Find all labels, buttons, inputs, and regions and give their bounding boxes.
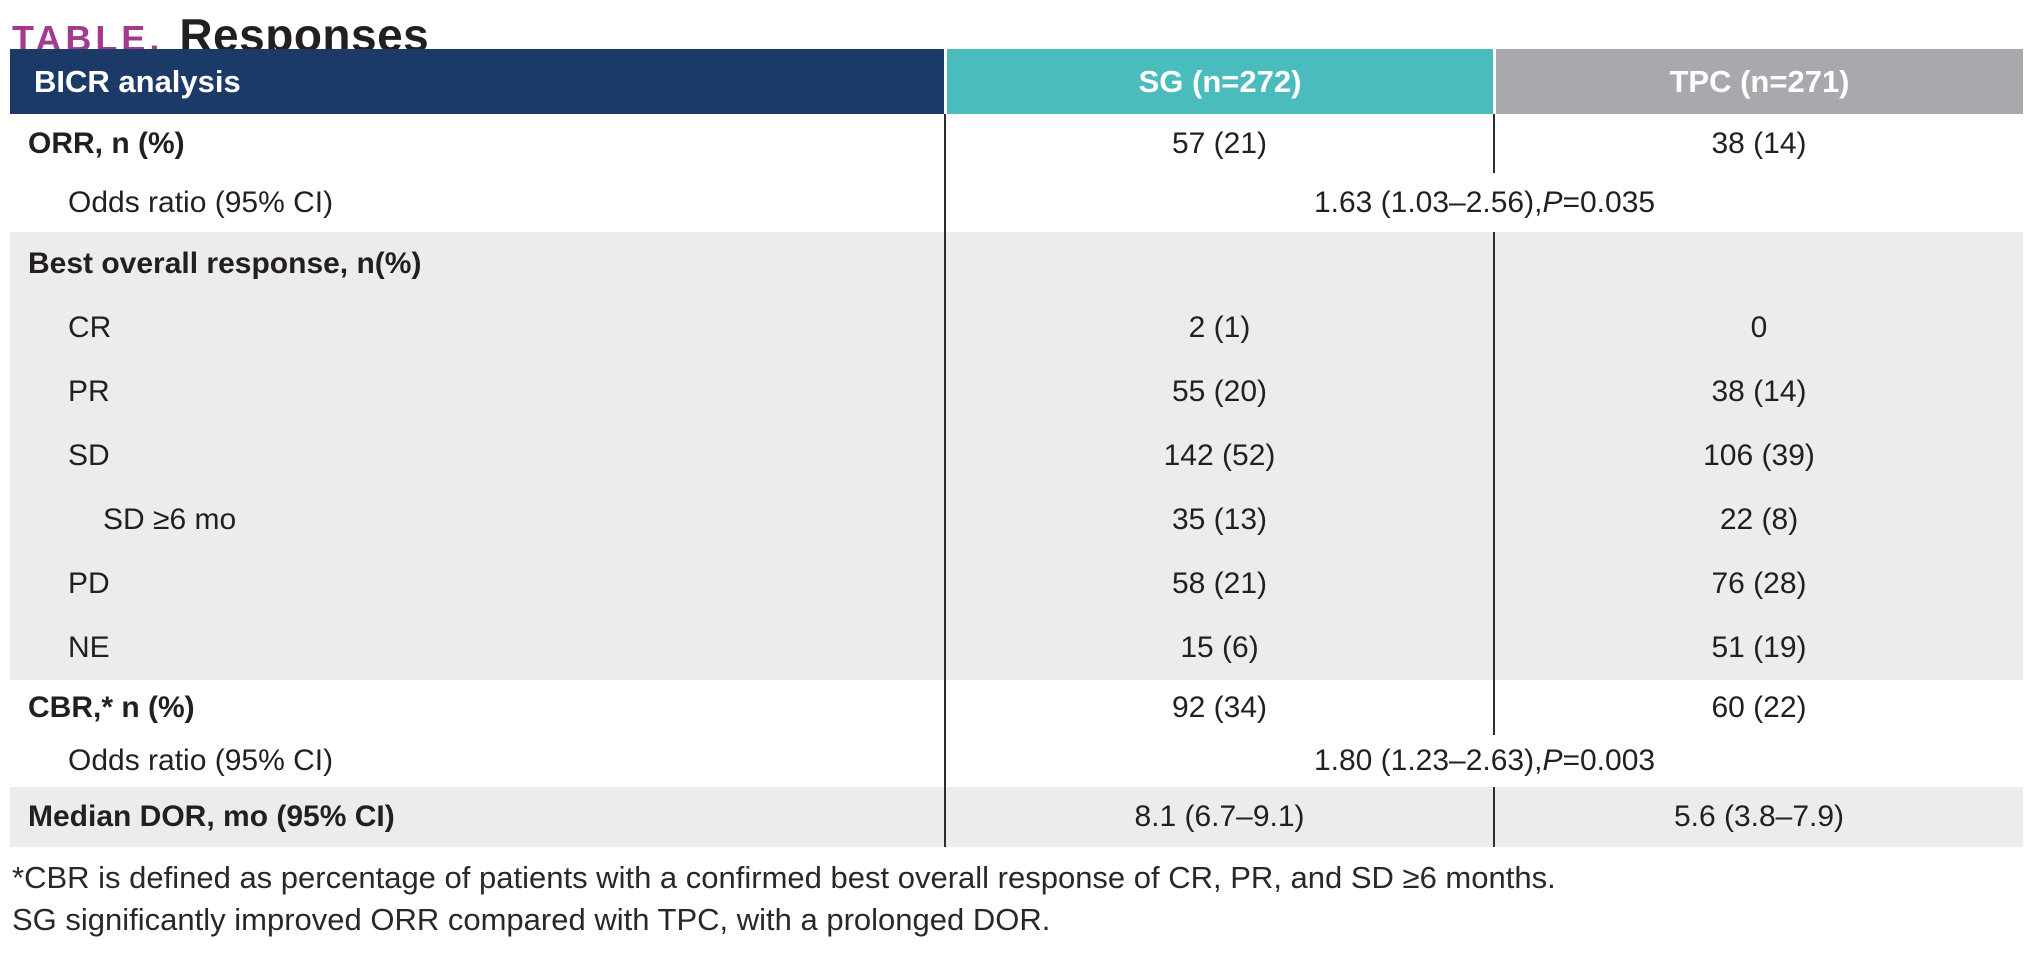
sg-value-cell: 2 (1) [944,296,1493,360]
footnotes: *CBR is defined as percentage of patient… [12,857,2032,941]
p-symbol: P [1542,185,1563,219]
p-value: =0.003 [1562,744,1656,777]
table-row-pr: PR 55 (20) 38 (14) [10,360,2023,424]
sg-value-cell: 58 (21) [944,552,1493,616]
tpc-value-cell: 38 (14) [1493,360,2023,424]
row-label: Odds ratio (95% CI) [68,744,334,777]
row-label: PD [68,567,110,600]
sg-value-cell: 142 (52) [944,424,1493,488]
row-label: CBR,* n (%) [28,690,195,724]
sg-value-cell: 15 (6) [944,616,1493,680]
table-title: TABLE. Responses [0,0,2032,61]
row-label: Best overall response, n(%) [28,247,422,280]
tpc-value-cell: 5.6 (3.8–7.9) [1493,787,2023,847]
tpc-value-cell: 51 (19) [1493,616,2023,680]
row-label: SD ≥6 mo [103,503,237,536]
table-row-sd: SD 142 (52) 106 (39) [10,424,2023,488]
tpc-value-cell: 60 (22) [1493,680,2023,735]
table-row-median-dor: Median DOR, mo (95% CI) 8.1 (6.7–9.1) 5.… [10,787,2023,847]
row-label: ORR, n (%) [28,126,185,160]
table-row-cr: CR 2 (1) 0 [10,296,2023,360]
table-header-row: BICR analysis SG (n=272) TPC (n=271) [10,49,2023,114]
odds-ratio-value-cell: 1.80 (1.23–2.63), P =0.003 [944,735,2023,787]
table-row-odds-ratio-orr: Odds ratio (95% CI) 1.63 (1.03–2.56), P =… [10,173,2023,232]
row-label: NE [68,631,110,664]
sg-value-cell: 8.1 (6.7–9.1) [944,787,1493,847]
table-row-cbr: CBR,* n (%) 92 (34) 60 (22) [10,680,2023,735]
responses-table: BICR analysis SG (n=272) TPC (n=271) ORR… [10,49,2023,847]
tpc-value-cell [1493,232,2023,296]
table-row-sd-6mo: SD ≥6 mo 35 (13) 22 (8) [10,488,2023,552]
odds-ratio-value: 1.80 (1.23–2.63), [1313,744,1543,777]
tpc-value-cell: 38 (14) [1493,114,2023,173]
row-label: SD [68,439,110,472]
tpc-value-cell: 106 (39) [1493,424,2023,488]
odds-ratio-value-cell: 1.63 (1.03–2.56), P =0.035 [944,173,2023,232]
row-label: Odds ratio (95% CI) [68,185,334,219]
header-bicr-analysis: BICR analysis [10,49,944,114]
footnote-cbr-definition: *CBR is defined as percentage of patient… [12,860,1556,895]
odds-ratio-value: 1.63 (1.03–2.56), [1313,185,1543,219]
sg-value-cell: 57 (21) [944,114,1493,173]
footnote-conclusion: SG significantly improved ORR compared w… [12,902,1051,937]
table-row-pd: PD 58 (21) 76 (28) [10,552,2023,616]
sg-value-cell: 55 (20) [944,360,1493,424]
tpc-value-cell: 76 (28) [1493,552,2023,616]
p-symbol: P [1542,744,1563,777]
tpc-value-cell: 22 (8) [1493,488,2023,552]
header-tpc-column: TPC (n=271) [1493,49,2023,114]
row-label: PR [68,375,110,408]
table-row-ne: NE 15 (6) 51 (19) [10,616,2023,680]
sg-value-cell: 35 (13) [944,488,1493,552]
sg-value-cell: 92 (34) [944,680,1493,735]
sg-value-cell [944,232,1493,296]
table-row-orr: ORR, n (%) 57 (21) 38 (14) [10,114,2023,173]
row-label: CR [68,311,112,344]
tpc-value-cell: 0 [1493,296,2023,360]
table-row-odds-ratio-cbr: Odds ratio (95% CI) 1.80 (1.23–2.63), P =… [10,735,2023,787]
row-label: Median DOR, mo (95% CI) [28,800,395,833]
table-row-best-overall-response: Best overall response, n(%) [10,232,2023,296]
p-value: =0.035 [1562,185,1656,219]
header-sg-column: SG (n=272) [944,49,1493,114]
